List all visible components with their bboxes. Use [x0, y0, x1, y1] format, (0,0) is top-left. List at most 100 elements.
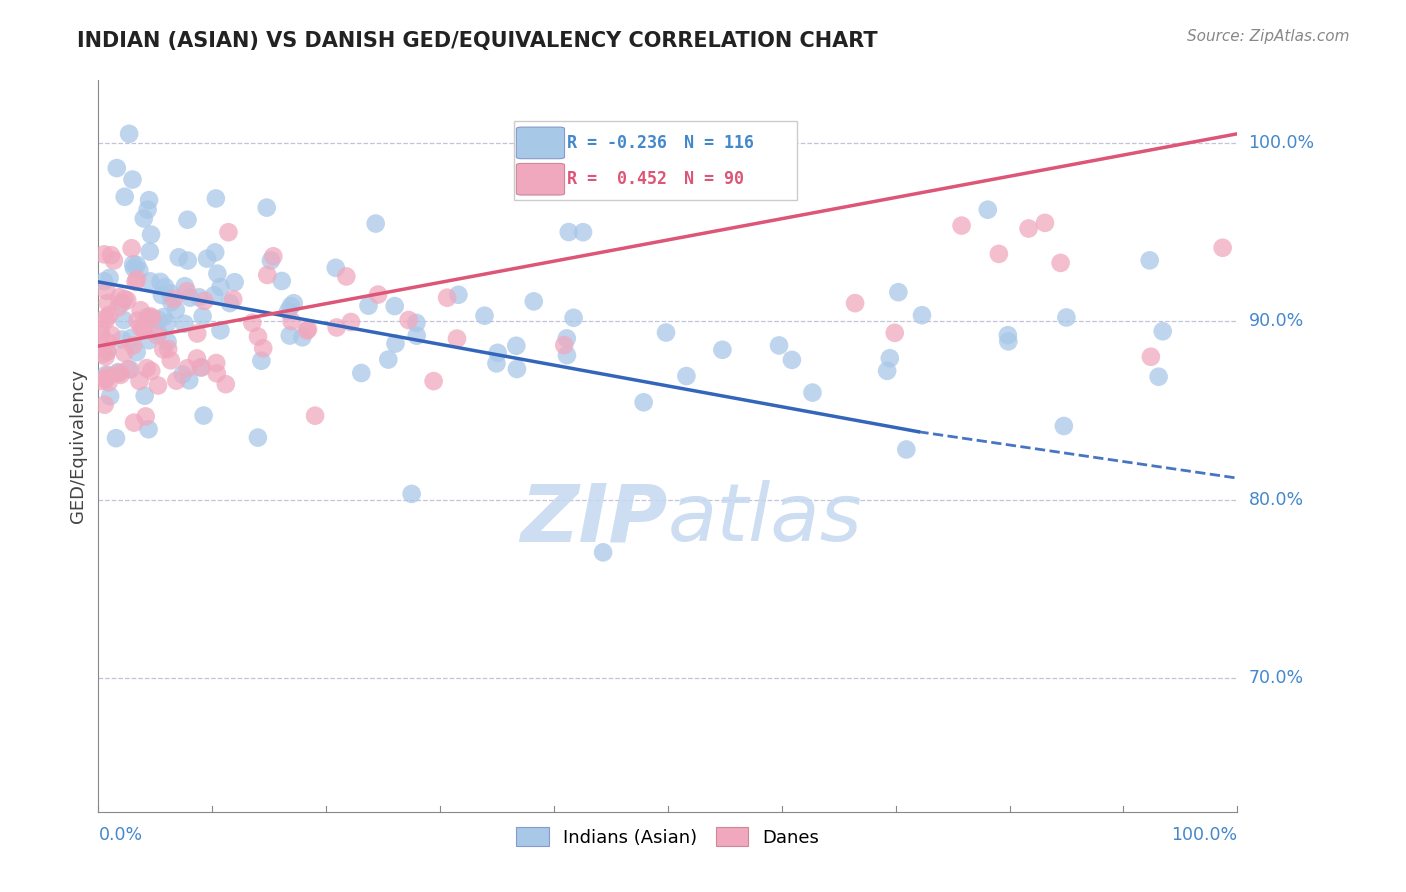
Indians (Asian): [105, 161, 128, 175]
Indians (Asian): [111, 333, 134, 347]
Text: 100.0%: 100.0%: [1171, 826, 1237, 845]
Danes: [107, 300, 129, 314]
Indians (Asian): [209, 323, 232, 337]
Indians (Asian): [136, 310, 159, 325]
Text: INDIAN (ASIAN) VS DANISH GED/EQUIVALENCY CORRELATION CHART: INDIAN (ASIAN) VS DANISH GED/EQUIVALENCY…: [77, 31, 877, 51]
Indians (Asian): [256, 201, 278, 215]
Indians (Asian): [191, 310, 214, 324]
Indians (Asian): [172, 368, 194, 382]
Text: atlas: atlas: [668, 480, 863, 558]
Indians (Asian): [121, 172, 143, 186]
Indians (Asian): [138, 333, 160, 347]
Danes: [94, 372, 117, 386]
Indians (Asian): [125, 345, 148, 359]
Indians (Asian): [148, 313, 170, 327]
Indians (Asian): [150, 288, 173, 302]
Indians (Asian): [98, 389, 121, 403]
Danes: [96, 334, 118, 349]
Indians (Asian): [107, 365, 129, 379]
Y-axis label: GED/Equivalency: GED/Equivalency: [69, 369, 87, 523]
Indians (Asian): [572, 225, 595, 239]
Indians (Asian): [118, 127, 141, 141]
Danes: [152, 343, 174, 357]
Indians (Asian): [173, 317, 195, 331]
Danes: [146, 328, 169, 343]
Danes: [135, 409, 157, 424]
Danes: [205, 367, 228, 381]
Danes: [240, 316, 263, 330]
Indians (Asian): [768, 338, 790, 352]
Indians (Asian): [138, 193, 160, 207]
Danes: [94, 311, 117, 326]
Indians (Asian): [111, 296, 134, 310]
Indians (Asian): [283, 296, 305, 310]
Text: N = 90: N = 90: [683, 170, 744, 188]
Danes: [93, 247, 115, 261]
Indians (Asian): [98, 271, 121, 285]
Danes: [90, 374, 112, 388]
Indians (Asian): [997, 334, 1019, 349]
Danes: [325, 320, 347, 334]
Indians (Asian): [555, 331, 578, 345]
Danes: [94, 313, 117, 327]
Indians (Asian): [486, 346, 509, 360]
Indians (Asian): [655, 326, 678, 340]
Danes: [176, 284, 198, 298]
Danes: [117, 362, 139, 376]
Danes: [844, 296, 866, 310]
Indians (Asian): [153, 280, 176, 294]
Indians (Asian): [120, 331, 142, 345]
Indians (Asian): [114, 190, 136, 204]
Danes: [262, 249, 284, 263]
Danes: [132, 323, 155, 337]
Indians (Asian): [139, 274, 162, 288]
Danes: [159, 353, 181, 368]
FancyBboxPatch shape: [516, 163, 565, 195]
Danes: [121, 241, 143, 255]
Indians (Asian): [159, 286, 181, 301]
Indians (Asian): [278, 328, 301, 343]
Indians (Asian): [179, 291, 201, 305]
Danes: [256, 268, 278, 282]
Indians (Asian): [558, 225, 581, 239]
Indians (Asian): [555, 348, 578, 362]
Danes: [304, 409, 326, 423]
Danes: [96, 284, 118, 298]
Indians (Asian): [167, 250, 190, 264]
Indians (Asian): [202, 288, 225, 302]
Indians (Asian): [291, 330, 314, 344]
Indians (Asian): [156, 334, 179, 349]
Indians (Asian): [280, 299, 302, 313]
Danes: [110, 368, 132, 382]
Danes: [115, 293, 138, 308]
Danes: [335, 269, 357, 284]
Indians (Asian): [377, 352, 399, 367]
Danes: [124, 275, 146, 289]
Indians (Asian): [675, 369, 697, 384]
Text: R =  0.452: R = 0.452: [568, 170, 668, 188]
Danes: [129, 303, 152, 318]
Danes: [190, 360, 212, 375]
Indians (Asian): [138, 422, 160, 436]
Indians (Asian): [128, 263, 150, 277]
Indians (Asian): [93, 274, 115, 288]
Indians (Asian): [887, 285, 910, 300]
Danes: [176, 361, 198, 376]
Indians (Asian): [350, 366, 373, 380]
Indians (Asian): [1152, 324, 1174, 338]
Indians (Asian): [156, 316, 179, 330]
Danes: [193, 293, 215, 308]
Danes: [103, 253, 125, 268]
Indians (Asian): [120, 362, 142, 376]
Indians (Asian): [592, 545, 614, 559]
Text: 90.0%: 90.0%: [1249, 312, 1303, 330]
Indians (Asian): [485, 356, 508, 370]
Text: R = -0.236: R = -0.236: [568, 134, 668, 152]
Indians (Asian): [132, 211, 155, 226]
Danes: [90, 323, 112, 337]
Danes: [340, 315, 363, 329]
Danes: [108, 290, 131, 304]
Indians (Asian): [105, 431, 128, 445]
Indians (Asian): [165, 302, 187, 317]
Danes: [100, 248, 122, 262]
